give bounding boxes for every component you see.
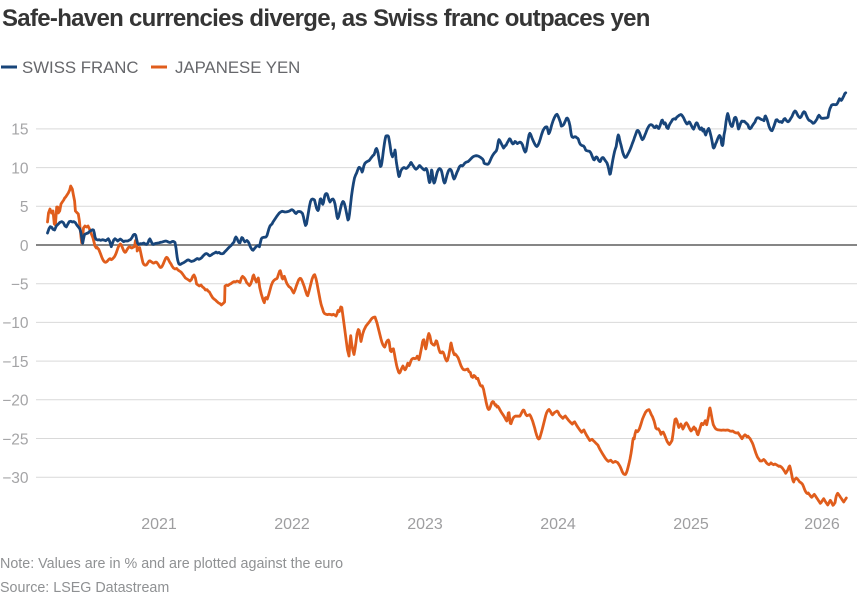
svg-text:15: 15 <box>11 122 28 139</box>
svg-text:Source: LSEG Datastream: Source: LSEG Datastream <box>0 580 169 596</box>
svg-text:2026: 2026 <box>804 516 840 533</box>
svg-text:Safe-haven currencies diverge,: Safe-haven currencies diverge, as Swiss … <box>2 5 650 32</box>
svg-text:0: 0 <box>20 238 29 255</box>
svg-text:−5: −5 <box>11 277 29 294</box>
svg-text:2022: 2022 <box>274 516 310 533</box>
svg-text:−25: −25 <box>2 431 28 448</box>
svg-text:JAPANESE YEN: JAPANESE YEN <box>175 58 300 77</box>
svg-text:SWISS FRANC: SWISS FRANC <box>22 58 139 77</box>
svg-text:−20: −20 <box>2 393 29 410</box>
svg-text:2023: 2023 <box>407 516 443 533</box>
svg-text:10: 10 <box>11 160 29 177</box>
svg-text:−10: −10 <box>2 315 29 332</box>
svg-text:2021: 2021 <box>141 516 177 533</box>
svg-text:2024: 2024 <box>540 516 576 533</box>
svg-text:5: 5 <box>20 199 29 216</box>
svg-text:−30: −30 <box>2 470 29 487</box>
svg-text:2025: 2025 <box>673 516 709 533</box>
svg-text:Note: Values are in % and are: Note: Values are in % and are plotted ag… <box>0 556 343 572</box>
svg-text:−15: −15 <box>2 354 28 371</box>
